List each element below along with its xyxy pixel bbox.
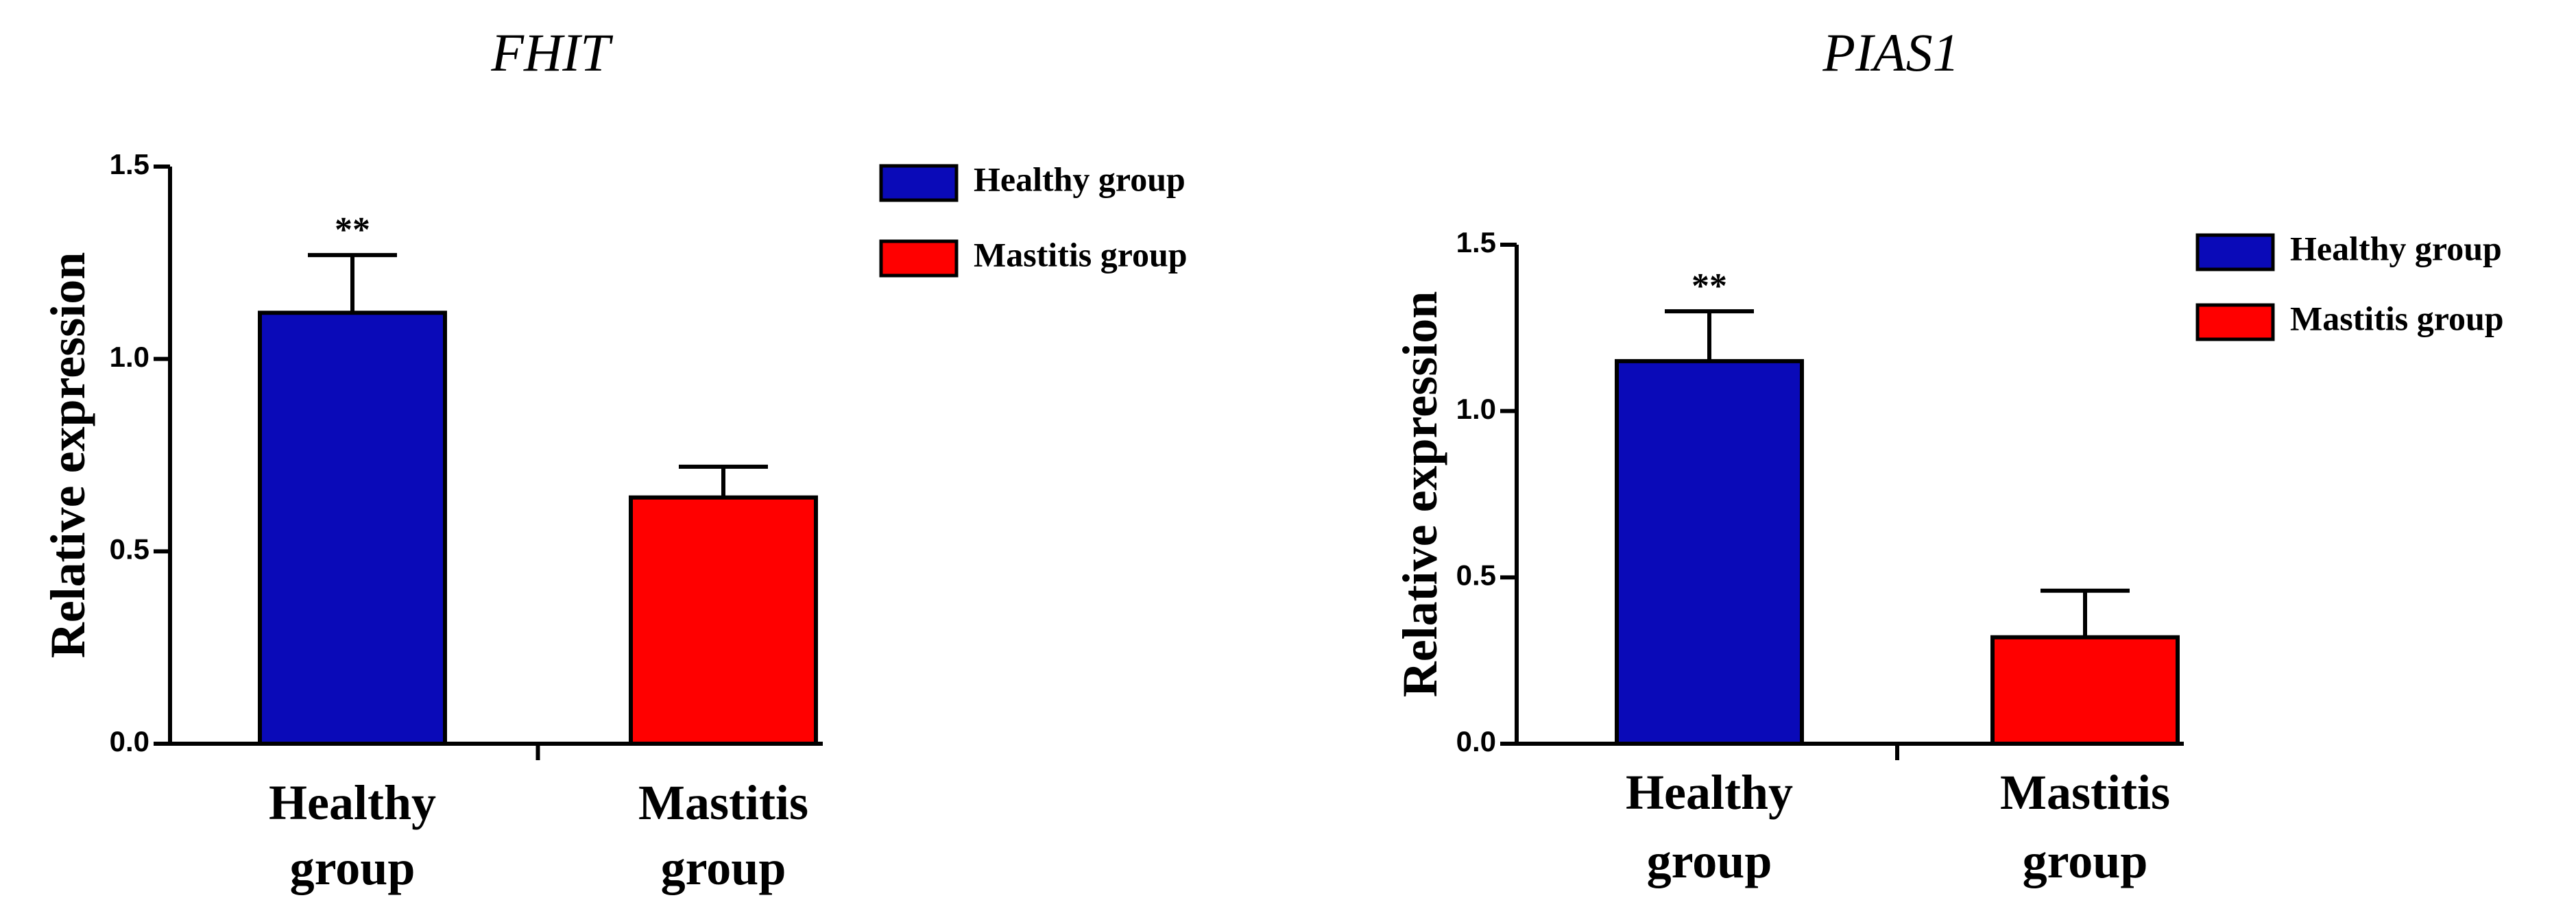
y-tick-label: 1.5	[110, 148, 149, 180]
bar-2	[629, 495, 818, 746]
chart-panel-2: PIAS1 Relative expression 0.0 0.5 1.0 1.5 ** He…	[1393, 23, 2503, 888]
y-tick-label: 0.5	[110, 533, 149, 565]
y-tick-label: 1.5	[1456, 226, 1496, 258]
y-tick-label: 1.0	[1456, 393, 1496, 425]
y-tick-label: 1.0	[110, 341, 149, 373]
category-label-line2: group	[290, 840, 416, 895]
legend-label-1: Healthy group	[2290, 229, 2502, 267]
category-label-line2: group	[1647, 834, 1772, 888]
category-label-line1: Mastitis	[638, 775, 808, 830]
y-axis-label: Relative expression	[1393, 291, 1447, 698]
significance-label: **	[1692, 267, 1727, 306]
y-tick-label: 0.5	[1456, 559, 1496, 591]
bar-2	[1990, 635, 2180, 746]
legend-swatch-2	[879, 239, 959, 278]
category-label-line1: Healthy	[1626, 765, 1793, 820]
y-tick-label: 0.0	[1456, 725, 1496, 757]
y-axis-label: Relative expression	[40, 252, 95, 659]
category-label-line2: group	[2023, 834, 2148, 888]
legend-swatch-1	[2195, 233, 2275, 271]
y-tick-label: 0.0	[110, 725, 149, 757]
significance-label: **	[335, 210, 370, 250]
bar-1	[258, 311, 447, 746]
category-label-line1: Mastitis	[2000, 765, 2170, 820]
bar-1	[1615, 358, 1804, 746]
legend-label-2: Mastitis group	[974, 235, 1188, 273]
category-label-line2: group	[661, 840, 786, 895]
category-label-line1: Healthy	[269, 775, 436, 830]
chart-title: FHIT	[490, 23, 613, 82]
legend-label-2: Mastitis group	[2290, 299, 2504, 337]
chart-title: PIAS1	[1822, 23, 1959, 82]
legend-label-1: Healthy group	[974, 160, 1185, 198]
legend-swatch-1	[879, 164, 959, 202]
chart-panel-1: FHIT Relative expression 0.0 0.5 1.0 1.5 ** Hea…	[40, 23, 1187, 895]
legend-swatch-2	[2195, 303, 2275, 341]
